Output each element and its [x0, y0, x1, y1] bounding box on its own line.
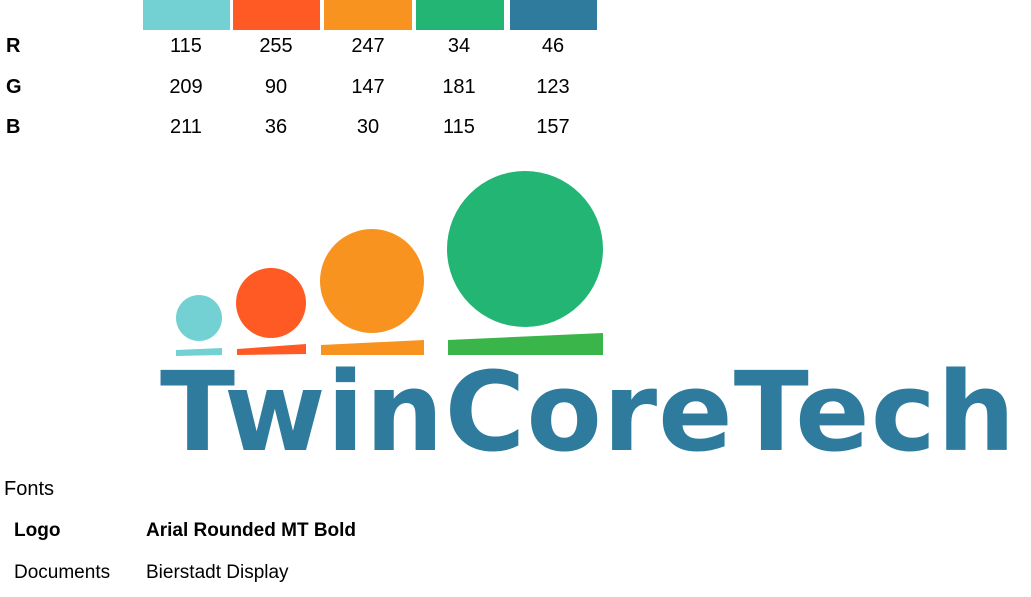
swatch-orange	[324, 0, 412, 30]
logo-font-name: Arial Rounded MT Bold	[146, 520, 357, 541]
fonts-heading: Fonts	[4, 478, 55, 500]
logo-bar-large	[321, 340, 424, 355]
value-b-5: 157	[536, 116, 570, 138]
row-label-r: R	[6, 35, 21, 57]
swatch-green	[416, 0, 504, 30]
logo-circle-small	[176, 295, 222, 341]
value-r-2: 255	[259, 35, 293, 57]
value-b-2: 36	[264, 116, 288, 138]
logo-wordmark: TwinCoreTech	[160, 348, 1017, 476]
logo-circle-medium	[236, 268, 306, 338]
documents-font-name: Bierstadt Display	[146, 562, 289, 583]
value-r-5: 46	[541, 35, 565, 57]
value-g-1: 209	[169, 76, 203, 98]
logo-circle-large	[320, 229, 424, 333]
logo-bar-small	[176, 348, 222, 356]
value-b-4: 115	[443, 116, 475, 138]
logo-bar-medium	[237, 344, 306, 355]
value-g-5: 123	[536, 76, 570, 98]
swatch-blue	[510, 0, 597, 30]
row-label-b: B	[6, 116, 21, 138]
value-b-3: 30	[356, 116, 380, 138]
value-g-2: 90	[264, 76, 288, 98]
logo-circle-xlarge	[447, 171, 603, 327]
logo-font-label: Logo	[14, 520, 61, 541]
value-r-1: 115	[170, 35, 202, 57]
value-r-4: 34	[447, 35, 471, 57]
swatch-cyan	[143, 0, 230, 30]
value-b-1: 211	[170, 116, 202, 138]
documents-font-label: Documents	[14, 562, 111, 583]
value-r-3: 247	[351, 35, 385, 57]
logo-bar-xlarge	[448, 333, 603, 355]
value-g-4: 181	[442, 76, 476, 98]
row-label-g: G	[6, 76, 22, 98]
value-g-3: 147	[351, 76, 385, 98]
swatch-orange-red	[233, 0, 320, 30]
